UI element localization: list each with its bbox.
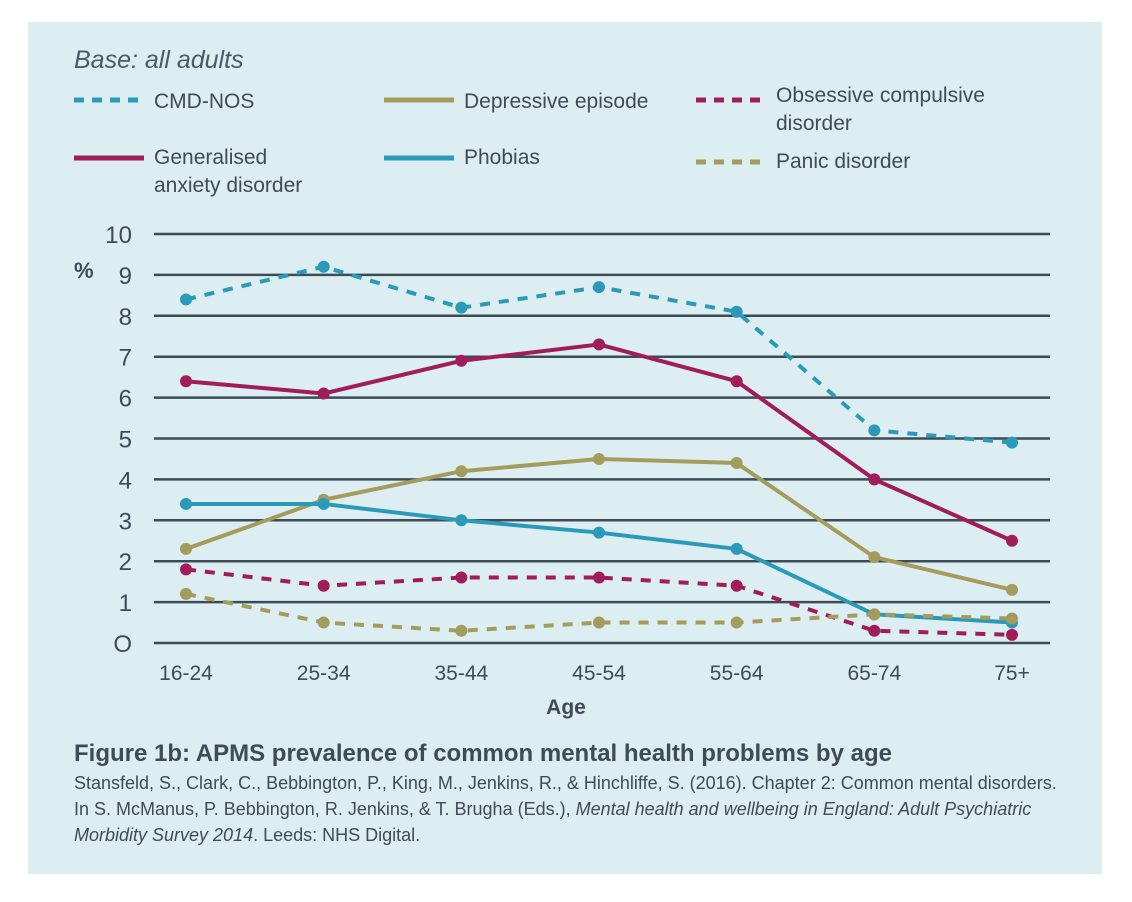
data-point-generalised-anxiety-disorder <box>455 354 468 367</box>
data-point-depressive-episode <box>1006 583 1018 596</box>
data-point-obsessive-compulsive-disorder <box>868 624 881 637</box>
data-point-obsessive-compulsive-disorder <box>180 563 192 576</box>
legend-label-panic-disorder: Panic disorder <box>776 150 911 173</box>
legend-swatch-phobias <box>384 155 454 161</box>
line-chart: O 1 2 3 4 5 6 7 8 9 10 % 16-24 25-34 35-44 45-54 55-64… <box>74 222 1050 719</box>
data-point-cmd-nos <box>180 293 192 306</box>
y-tick-label: 4 <box>119 467 132 494</box>
data-point-panic-disorder <box>730 616 743 629</box>
data-point-cmd-nos <box>593 281 605 294</box>
data-point-panic-disorder <box>180 587 192 600</box>
data-point-cmd-nos <box>455 301 468 314</box>
base-label: Base: all adults <box>74 46 244 74</box>
series-line-generalised-anxiety-disorder <box>185 342 1013 543</box>
series-line-phobias <box>186 501 1013 625</box>
citation-text-2: . Leeds: NHS Digital. <box>253 825 421 845</box>
legend-label-phobias: Phobias <box>464 146 540 169</box>
data-point-obsessive-compulsive-disorder <box>593 571 605 584</box>
data-point-depressive-episode <box>868 551 881 564</box>
data-point-phobias <box>455 514 468 527</box>
data-point-phobias <box>180 497 192 510</box>
data-point-generalised-anxiety-disorder <box>317 387 330 400</box>
y-tick-label: 9 <box>119 263 132 290</box>
x-tick-label: 25-34 <box>297 662 351 685</box>
grid-lines <box>154 232 1050 645</box>
data-point-cmd-nos <box>1006 436 1018 449</box>
data-point-depressive-episode <box>180 542 192 555</box>
data-point-panic-disorder <box>868 608 881 621</box>
data-point-generalised-anxiety-disorder <box>180 375 192 388</box>
x-axis-label: Age <box>546 696 586 719</box>
data-point-panic-disorder <box>317 616 330 629</box>
figure-panel: Base: all adults CMD-NOS Depressive epis… <box>28 22 1102 874</box>
legend-swatch-depressive-episode <box>384 97 454 103</box>
y-tick-label: 10 <box>105 222 132 249</box>
data-point-obsessive-compulsive-disorder <box>1006 628 1018 641</box>
data-point-cmd-nos <box>730 305 743 318</box>
data-point-cmd-nos <box>868 424 881 437</box>
y-axis-label: % <box>74 258 94 283</box>
data-point-depressive-episode <box>455 465 468 478</box>
y-tick-label: 2 <box>119 549 132 576</box>
series-panic-disorder <box>180 587 1018 637</box>
x-tick-label: 55-64 <box>710 662 764 685</box>
data-point-generalised-anxiety-disorder <box>730 375 743 388</box>
legend-label-cmd-nos: CMD-NOS <box>154 90 255 113</box>
data-point-cmd-nos <box>317 260 330 273</box>
series-layer <box>180 260 1018 641</box>
y-tick-label: 7 <box>119 345 132 372</box>
x-tick-label: 45-54 <box>572 662 626 685</box>
data-point-obsessive-compulsive-disorder <box>730 579 743 592</box>
y-tick-label: O <box>113 631 132 658</box>
citation-source-title: Mental health and wellbeing in England: … <box>74 799 1032 845</box>
y-tick-label: 6 <box>119 386 132 413</box>
data-point-generalised-anxiety-disorder <box>1006 534 1018 547</box>
data-point-obsessive-compulsive-disorder <box>455 571 468 584</box>
data-point-obsessive-compulsive-disorder <box>317 579 330 592</box>
data-point-depressive-episode <box>730 457 743 470</box>
x-tick-label: 75+ <box>994 662 1030 685</box>
y-tick-label: 1 <box>119 590 132 617</box>
x-tick-label: 16-24 <box>159 662 213 685</box>
x-tick-labels: 16-24 25-34 35-44 45-54 55-64 65-74 75+ <box>159 662 1030 685</box>
series-cmd-nos <box>180 260 1018 449</box>
legend-swatch-gad <box>74 155 144 161</box>
data-point-panic-disorder <box>593 616 605 629</box>
y-tick-labels: O 1 2 3 4 5 6 7 8 9 10 <box>105 222 132 658</box>
y-tick-label: 5 <box>119 427 132 454</box>
data-point-generalised-anxiety-disorder <box>593 338 605 351</box>
data-point-depressive-episode <box>593 452 605 465</box>
series-obsessive-compulsive-disorder <box>180 563 1018 641</box>
figure-title: Figure 1b: APMS prevalence of common men… <box>74 740 892 767</box>
data-point-phobias <box>730 542 743 555</box>
citation: Stansfeld, S., Clark, C., Bebbington, P.… <box>74 770 1074 848</box>
legend-label-gad: Generalised anxiety disorder <box>154 146 303 197</box>
series-generalised-anxiety-disorder <box>180 338 1018 547</box>
y-tick-label: 8 <box>119 304 132 331</box>
data-point-generalised-anxiety-disorder <box>868 473 881 486</box>
x-tick-label: 35-44 <box>434 662 488 685</box>
x-tick-label: 65-74 <box>847 662 901 685</box>
data-point-panic-disorder <box>1006 612 1018 625</box>
data-point-phobias <box>317 497 330 510</box>
y-tick-label: 3 <box>119 508 132 535</box>
legend-label-depressive-episode: Depressive episode <box>464 90 649 113</box>
legend-label-ocd: Obsessive compulsive disorder <box>776 84 985 135</box>
citation-text-1: Stansfeld, S., Clark, C., Bebbington, P.… <box>74 773 1057 819</box>
data-point-panic-disorder <box>455 624 468 637</box>
data-point-phobias <box>593 526 605 539</box>
